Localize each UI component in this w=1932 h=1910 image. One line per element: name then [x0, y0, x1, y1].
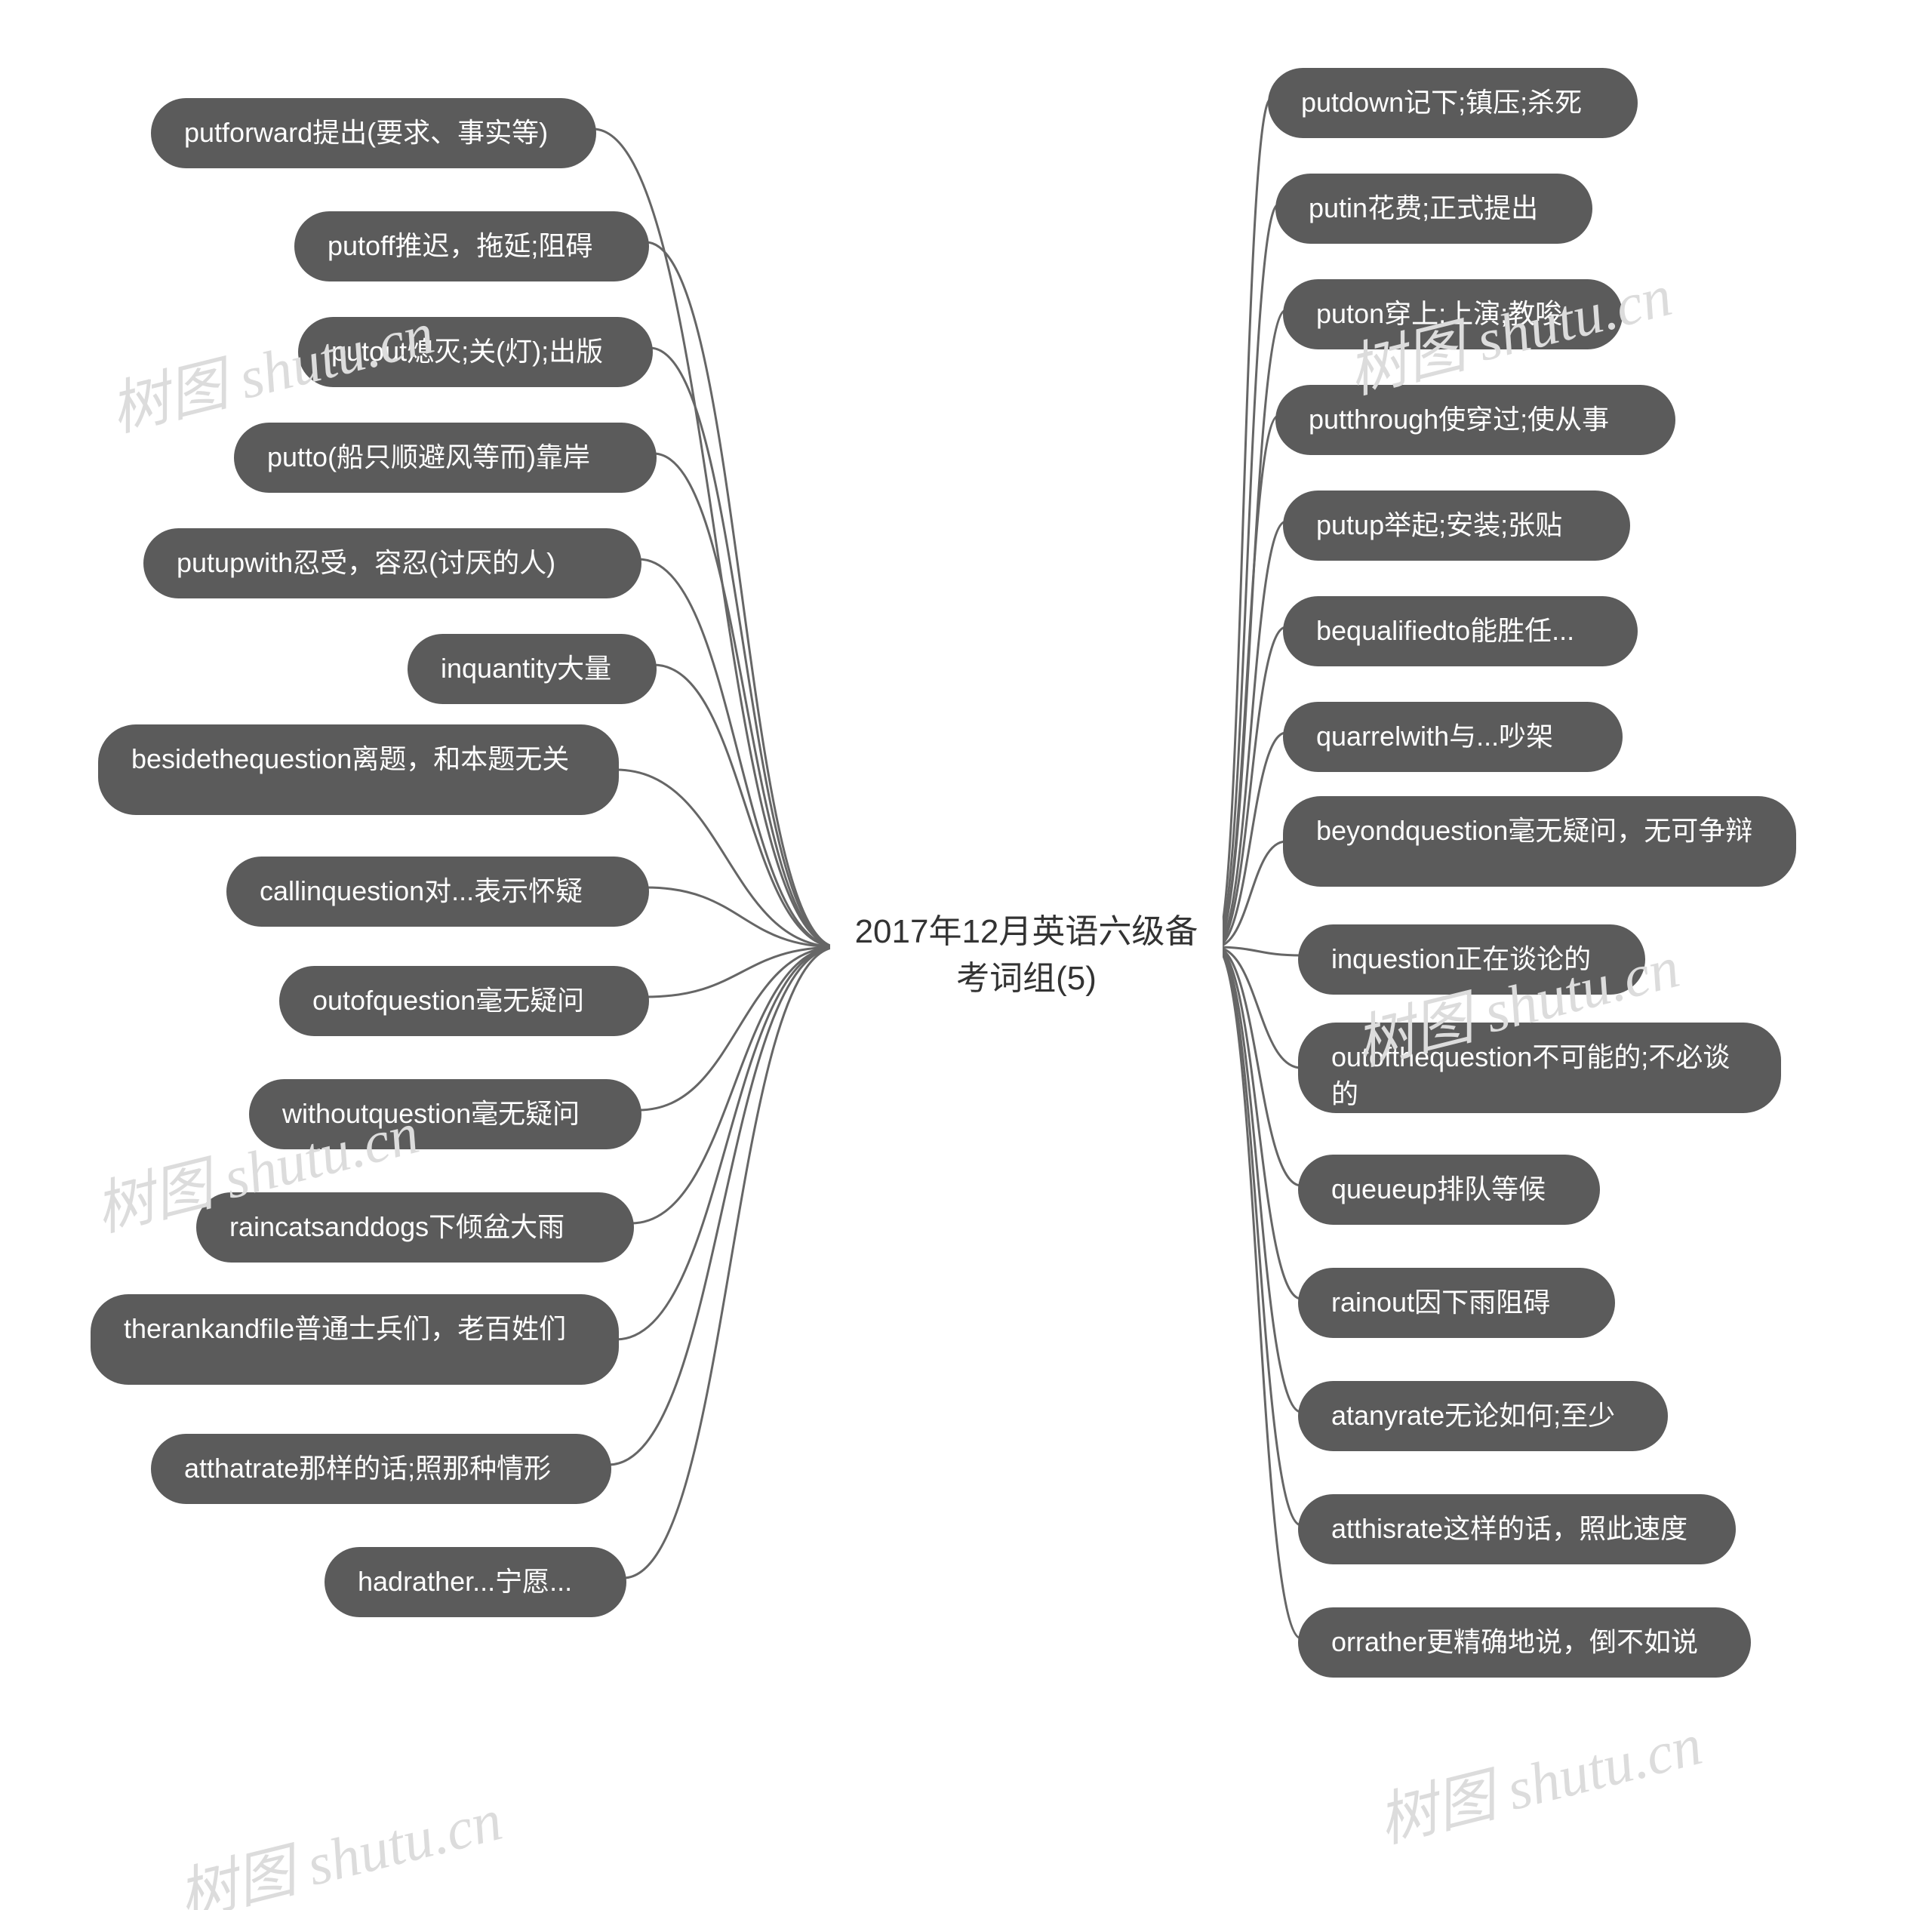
right-node-9-label: outofthequestion不可能的;不必谈的 [1331, 1041, 1730, 1109]
right-node-0-label: putdown记下;镇压;杀死 [1301, 87, 1582, 118]
right-node-14-label: orrather更精确地说，倒不如说 [1331, 1626, 1698, 1657]
left-node-13-label: hadrather...宁愿... [358, 1566, 572, 1597]
right-node-7-label: beyondquestion毫无疑问，无可争辩 [1316, 815, 1752, 846]
edge [616, 770, 838, 947]
edge [654, 665, 838, 947]
edge [1215, 947, 1301, 955]
left-node-9-label: withoutquestion毫无疑问 [282, 1098, 580, 1129]
right-node-11-label: rainout因下雨阻碍 [1331, 1287, 1550, 1318]
right-node-6-label: quarrelwith与...吵架 [1316, 721, 1553, 752]
right-node-5-label: bequalifiedto能胜任... [1316, 615, 1574, 646]
right-node-0: putdown记下;镇压;杀死 [1268, 68, 1638, 138]
watermark-4: 树图 shutu.cn [168, 1773, 509, 1910]
edge [638, 559, 838, 947]
left-node-12-label: atthatrate那样的话;照那种情形 [184, 1453, 551, 1484]
left-node-4-label: putupwith忍受，容忍(讨厌的人) [177, 547, 555, 578]
left-node-13: hadrather...宁愿... [325, 1547, 626, 1617]
edge [1215, 947, 1301, 1638]
edge [1215, 841, 1286, 947]
right-node-2: puton穿上;上演;教唆 [1283, 279, 1623, 349]
center-node: 2017年12月英语六级备考词组(5) [830, 890, 1223, 1004]
left-node-8-label: outofquestion毫无疑问 [312, 985, 584, 1016]
edge [646, 242, 838, 947]
watermark-5: 树图 shutu.cn [1368, 1697, 1709, 1859]
right-node-13: atthisrate这样的话，照此速度 [1298, 1494, 1736, 1564]
left-node-9: withoutquestion毫无疑问 [249, 1079, 641, 1149]
left-node-12: atthatrate那样的话;照那种情形 [151, 1434, 611, 1504]
left-node-1: putoff推迟，拖延;阻碍 [294, 211, 649, 281]
left-node-8: outofquestion毫无疑问 [279, 966, 649, 1036]
left-node-6: besidethequestion离题，和本题无关 [98, 724, 619, 815]
edge [623, 947, 838, 1578]
left-node-1-label: putoff推迟，拖延;阻碍 [328, 230, 592, 261]
left-node-11-label: therankandfile普通士兵们，老百姓们 [124, 1313, 566, 1344]
right-node-10: queueup排队等候 [1298, 1155, 1600, 1225]
left-node-7: callinquestion对...表示怀疑 [226, 857, 649, 927]
edge [631, 947, 838, 1223]
left-node-2: putout熄灭;关(灯);出版 [298, 317, 653, 387]
right-node-7: beyondquestion毫无疑问，无可争辩 [1283, 796, 1796, 887]
right-node-5: bequalifiedto能胜任... [1283, 596, 1638, 666]
right-node-3: putthrough使穿过;使从事 [1275, 385, 1675, 455]
edge [1215, 416, 1278, 947]
mindmap-canvas: 2017年12月英语六级备考词组(5) putdown记下;镇压;杀死 putin花… [0, 0, 1932, 1910]
right-node-4-label: putup举起;安装;张贴 [1316, 509, 1562, 540]
right-node-13-label: atthisrate这样的话，照此速度 [1331, 1513, 1687, 1544]
right-node-12-label: atanyrate无论如何;至少 [1331, 1400, 1615, 1431]
left-node-6-label: besidethequestion离题，和本题无关 [131, 743, 569, 774]
center-node-label: 2017年12月英语六级备考词组(5) [855, 913, 1198, 997]
edge [1215, 947, 1301, 1068]
edge [1215, 627, 1286, 947]
left-node-11: therankandfile普通士兵们，老百姓们 [91, 1294, 619, 1385]
left-node-0-label: putforward提出(要求、事实等) [184, 117, 548, 148]
edge [1215, 733, 1286, 947]
right-node-1: putin花费;正式提出 [1275, 174, 1592, 244]
left-node-4: putupwith忍受，容忍(讨厌的人) [143, 528, 641, 598]
edge [638, 947, 838, 1110]
edge [646, 947, 838, 997]
edge [1215, 947, 1301, 1412]
left-node-2-label: putout熄灭;关(灯);出版 [331, 336, 603, 367]
edge [1215, 205, 1278, 947]
left-node-5: inquantity大量 [408, 634, 657, 704]
left-node-7-label: callinquestion对...表示怀疑 [260, 875, 583, 906]
edge [654, 454, 838, 947]
edge [616, 947, 838, 1339]
left-node-3-label: putto(船只顺避风等而)靠岸 [267, 441, 590, 472]
left-node-10: raincatsanddogs下倾盆大雨 [196, 1192, 634, 1263]
right-node-8-label: inquestion正在谈论的 [1331, 943, 1591, 974]
right-node-14: orrather更精确地说，倒不如说 [1298, 1607, 1751, 1678]
edge [1215, 947, 1301, 1525]
left-node-5-label: inquantity大量 [441, 653, 611, 684]
right-node-3-label: putthrough使穿过;使从事 [1309, 404, 1609, 435]
edge [608, 947, 838, 1465]
right-node-2-label: puton穿上;上演;教唆 [1316, 298, 1562, 329]
edge [1215, 947, 1301, 1299]
edge [1215, 99, 1271, 947]
left-node-10-label: raincatsanddogs下倾盆大雨 [229, 1211, 565, 1242]
left-node-0: putforward提出(要求、事实等) [151, 98, 596, 168]
edge [1215, 521, 1286, 947]
edge [650, 348, 838, 947]
edge [1215, 947, 1301, 1186]
right-node-9: outofthequestion不可能的;不必谈的 [1298, 1023, 1781, 1113]
right-node-10-label: queueup排队等候 [1331, 1173, 1546, 1204]
right-node-8: inquestion正在谈论的 [1298, 924, 1645, 995]
right-node-12: atanyrate无论如何;至少 [1298, 1381, 1668, 1451]
right-node-6: quarrelwith与...吵架 [1283, 702, 1623, 772]
left-node-3: putto(船只顺避风等而)靠岸 [234, 423, 657, 493]
right-node-11: rainout因下雨阻碍 [1298, 1268, 1615, 1338]
right-node-1-label: putin花费;正式提出 [1309, 192, 1538, 223]
edge [646, 887, 838, 947]
right-node-4: putup举起;安装;张贴 [1283, 491, 1630, 561]
edge [1215, 310, 1286, 947]
